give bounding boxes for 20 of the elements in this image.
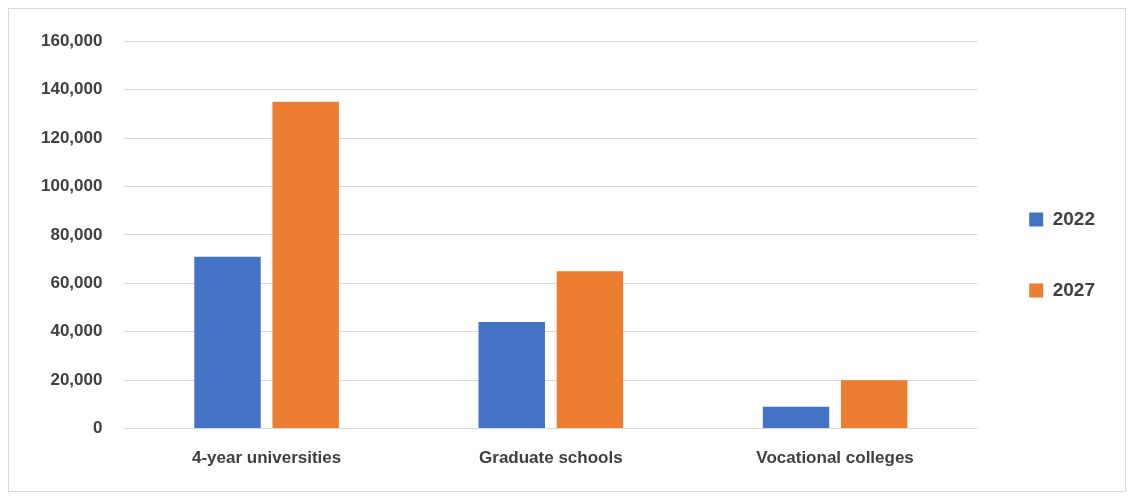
y-tick-label: 60,000	[50, 273, 103, 293]
y-tick-label: 140,000	[41, 79, 103, 99]
legend-label: 2022	[1052, 207, 1096, 229]
y-tick-label: 20,000	[50, 369, 103, 389]
bar	[762, 406, 830, 429]
x-tick-label: 4-year universities	[191, 448, 342, 468]
y-tick-label: 100,000	[41, 176, 103, 196]
y-tick-label: 80,000	[50, 224, 103, 244]
y-tick-label: 40,000	[50, 321, 103, 341]
x-tick-label: Graduate schools	[479, 448, 623, 468]
bar	[272, 101, 339, 429]
y-tick-label: 0	[92, 418, 103, 438]
y-tick-label: 120,000	[41, 127, 103, 147]
bar	[556, 271, 624, 429]
y-tick-label: 160,000	[41, 30, 103, 50]
bar	[840, 380, 908, 429]
bar	[194, 256, 261, 429]
legend-label: 2027	[1052, 278, 1096, 300]
bar	[478, 322, 545, 429]
x-tick-label: Vocational colleges	[756, 448, 914, 468]
